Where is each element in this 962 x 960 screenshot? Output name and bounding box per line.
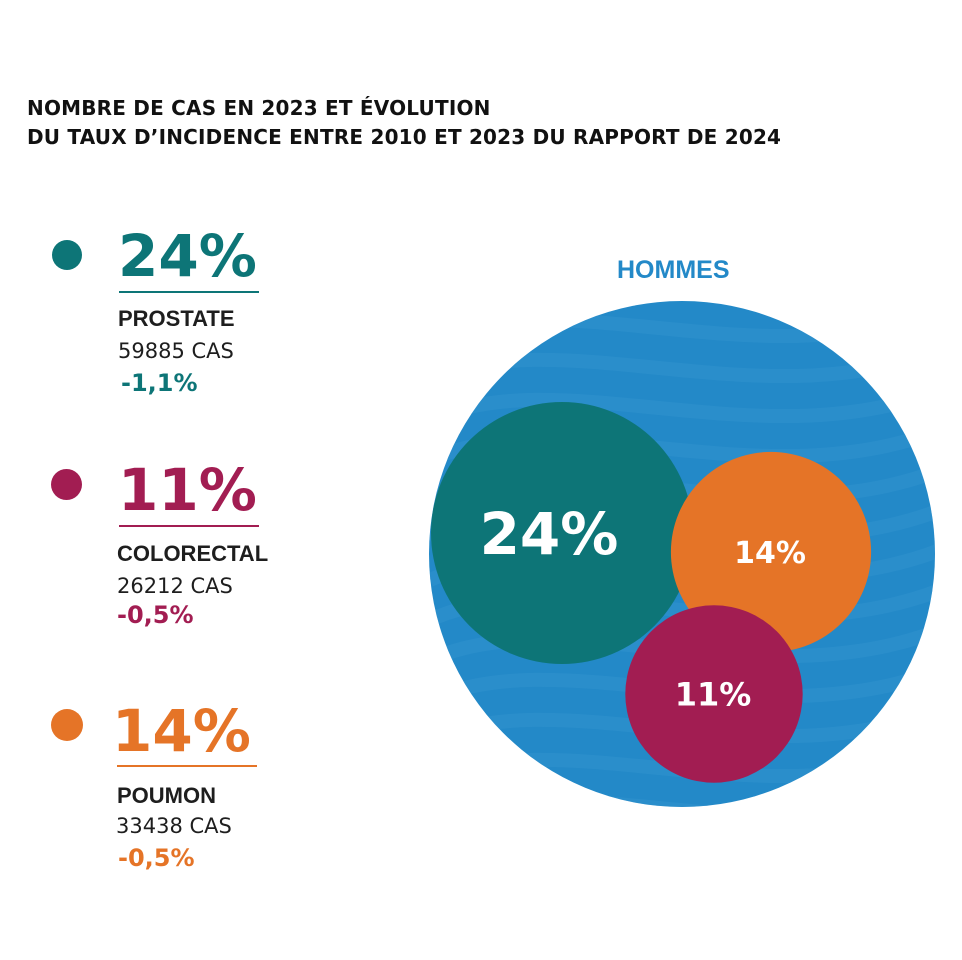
legend-name-poumon: POUMON [117,783,216,808]
legend-percent-prostate: 24% [118,222,257,290]
legend-cases-poumon: 33438 CAS [116,814,232,838]
legend-item-poumon: 14% POUMON 33438 CAS -0,5% [0,696,420,896]
bubble-colorectal [625,605,803,783]
chart-title-line-2: DU TAUX D’INCIDENCE ENTRE 2010 ET 2023 D… [27,125,782,149]
bubble-label-colorectal: 11% [675,676,752,714]
legend-name-colorectal: COLORECTAL [117,541,269,566]
legend-dot-prostate [52,240,82,270]
legend-name-prostate: PROSTATE [118,306,235,331]
legend-change-prostate: -1,1% [121,369,198,397]
legend-change-colorectal: -0,5% [117,601,194,629]
bubble-label-prostate: 24% [480,500,619,568]
legend-percent-poumon: 14% [112,697,251,765]
texture-stripe [429,301,935,307]
legend-item-colorectal: 11% COLORECTAL 26212 CAS -0,5% [0,456,420,656]
bubble-poumon [670,451,872,653]
legend-cases-colorectal: 26212 CAS [117,574,233,598]
legend-change-poumon: -0,5% [118,844,195,872]
legend-dot-poumon [51,709,83,741]
bubble-label-poumon: 14% [734,536,806,571]
legend-divider-prostate [119,291,259,293]
chart-title-line-1: NOMBRE DE CAS EN 2023 ET ÉVOLUTION [27,96,491,120]
legend-item-prostate: 24% PROSTATE 59885 CAS -1,1% [0,220,420,420]
chart-container-label: HOMMES [617,256,730,284]
texture-stripe [429,383,935,427]
legend-divider-colorectal [119,525,259,527]
legend-divider-poumon [117,765,257,767]
bubble-prostate [431,402,693,664]
chart-title: NOMBRE DE CAS EN 2023 ET ÉVOLUTION DU TA… [27,94,781,152]
legend-dot-colorectal [51,469,82,500]
legend-percent-colorectal: 11% [118,456,257,524]
legend-cases-prostate: 59885 CAS [118,339,234,363]
